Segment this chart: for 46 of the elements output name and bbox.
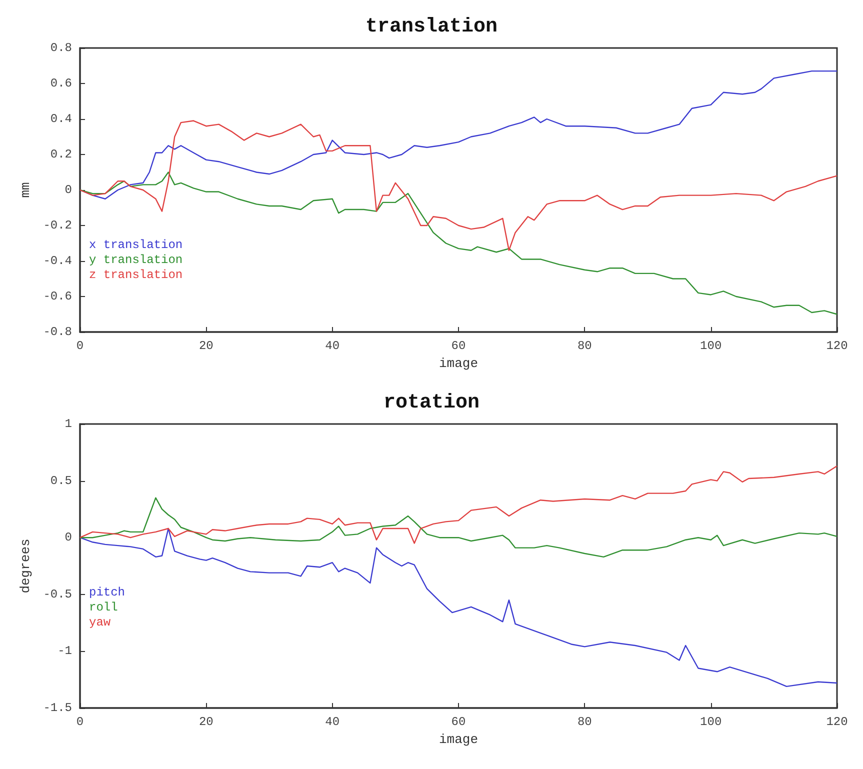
- x-tick-label: 20: [198, 339, 214, 353]
- text: x translation: [89, 238, 183, 252]
- x-axis-title: image: [438, 732, 478, 747]
- y-tick-label: -1: [58, 644, 72, 658]
- y-tick-label: 0: [64, 183, 72, 197]
- x-tick-label: 60: [451, 339, 466, 353]
- y-tick-label: -1.5: [43, 701, 72, 715]
- text: y translation: [89, 253, 183, 267]
- x-tick-label: 80: [577, 715, 592, 729]
- line-series: [79, 497, 838, 558]
- text: roll: [89, 600, 118, 615]
- x-tick-label: 100: [700, 715, 722, 729]
- text: yaw: [89, 616, 112, 630]
- y-tick-label: -0.2: [43, 218, 72, 232]
- y-tick-label: 0: [64, 530, 72, 545]
- y-tick-label: 0.2: [50, 148, 72, 162]
- x-tick-label: 40: [325, 339, 340, 353]
- y-tick-label: -0.4: [43, 254, 72, 268]
- y-tick-label: 0.8: [50, 41, 72, 55]
- y-axis-title: mm: [18, 182, 33, 198]
- x-tick-label: 120: [826, 715, 848, 729]
- x-tick-label: 0: [76, 715, 84, 729]
- x-tick-label: 100: [700, 339, 722, 353]
- y-tick-label: 0.6: [50, 76, 72, 90]
- y-tick-label: 0.4: [50, 112, 72, 126]
- x-tick-label: 40: [325, 715, 340, 729]
- y-axis-title: degrees: [18, 538, 33, 594]
- y-tick-label: -0.5: [43, 587, 72, 602]
- line-series: [79, 465, 838, 544]
- line-series: [79, 120, 838, 251]
- x-tick-label: 0: [76, 339, 84, 353]
- y-tick-label: -0.8: [43, 325, 72, 339]
- line-series: [79, 528, 838, 688]
- x-axis-title: image: [438, 356, 478, 371]
- x-tick-label: 60: [451, 715, 466, 729]
- chart-title: rotation: [383, 392, 480, 414]
- chart-title: translation: [365, 16, 498, 38]
- y-tick-label: 1: [64, 417, 72, 431]
- line-series: [79, 172, 838, 315]
- x-tick-label: 20: [198, 715, 214, 729]
- y-tick-label: 0.5: [50, 474, 72, 488]
- x-tick-label: 80: [577, 339, 592, 353]
- text: z translation: [89, 268, 183, 282]
- y-tick-label: -0.6: [43, 290, 72, 304]
- text: pitch: [89, 586, 126, 600]
- x-tick-label: 120: [826, 339, 848, 353]
